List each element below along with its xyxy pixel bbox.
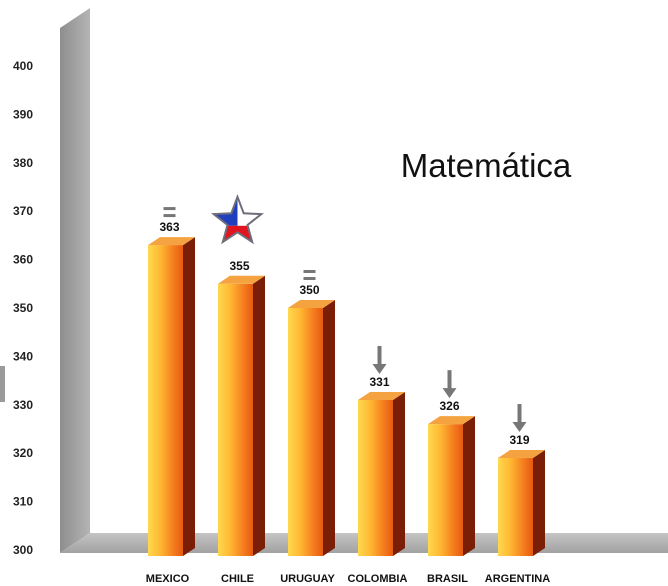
bar-top xyxy=(498,450,545,459)
bar-top xyxy=(218,275,265,284)
bar xyxy=(148,237,195,556)
bar-front xyxy=(288,308,323,556)
data-label: 319 xyxy=(509,433,529,447)
x-tick-label: CHILE xyxy=(221,573,254,585)
bar xyxy=(498,450,545,556)
down-arrow-icon xyxy=(442,370,457,399)
markers xyxy=(163,193,527,433)
y-tick-label: 310 xyxy=(13,495,33,509)
bar-front xyxy=(218,283,253,556)
x-tick-label: URUGUAY xyxy=(280,573,335,585)
bar-side xyxy=(463,416,475,556)
bar-front xyxy=(148,245,183,556)
bar-top xyxy=(148,237,195,246)
y-tick-label: 300 xyxy=(13,543,33,557)
bar-top xyxy=(288,300,335,308)
bar-front xyxy=(358,399,393,556)
bars xyxy=(148,237,545,556)
chile-star-icon xyxy=(210,193,265,245)
bar-side xyxy=(253,275,265,556)
data-label: 363 xyxy=(159,220,179,234)
y-tick-label: 330 xyxy=(13,398,33,412)
down-arrow-icon xyxy=(372,345,387,374)
bar xyxy=(428,416,475,556)
y-tick-label: 360 xyxy=(13,253,33,267)
y-tick-label: 400 xyxy=(13,59,33,73)
bar-side xyxy=(393,391,405,556)
bar-top xyxy=(428,416,475,425)
data-label: 350 xyxy=(299,283,319,297)
chart-wall-stub xyxy=(0,366,5,402)
x-tick-label: COLOMBIA xyxy=(348,573,408,585)
x-axis: MEXICO CHILE URUGUAY COLOMBIA BRASIL ARGENTIN… xyxy=(146,573,550,585)
y-tick-label: 350 xyxy=(13,301,33,315)
bar-side xyxy=(533,450,545,556)
y-tick-label: 340 xyxy=(13,349,33,363)
data-label: 331 xyxy=(369,375,389,389)
bar-top xyxy=(358,391,405,400)
bar-front xyxy=(498,458,533,556)
equal-icon xyxy=(303,270,316,280)
down-arrow-icon xyxy=(512,404,527,433)
y-tick-label: 380 xyxy=(13,156,33,170)
data-label: 326 xyxy=(439,399,459,413)
y-tick-label: 390 xyxy=(13,107,33,121)
chart-back-wall xyxy=(60,8,90,553)
x-tick-label: ARGENTINA xyxy=(485,573,550,585)
bar-front xyxy=(428,424,463,556)
y-tick-label: 320 xyxy=(13,446,33,460)
equal-icon xyxy=(163,207,176,218)
bar-side xyxy=(183,237,195,556)
x-tick-label: MEXICO xyxy=(146,573,190,585)
bar xyxy=(358,391,405,556)
x-tick-label: BRASIL xyxy=(427,573,468,585)
data-label: 355 xyxy=(229,259,249,273)
y-axis: 300 310 320 330 340 350 360 370 380 390 400 xyxy=(13,59,33,557)
chart-title: Matemática xyxy=(401,147,572,184)
value-labels: 363 355 350 331 326 319 xyxy=(159,220,529,447)
bar xyxy=(218,275,265,556)
y-tick-label: 370 xyxy=(13,204,33,218)
bar-side xyxy=(323,300,335,556)
bar xyxy=(288,300,335,556)
